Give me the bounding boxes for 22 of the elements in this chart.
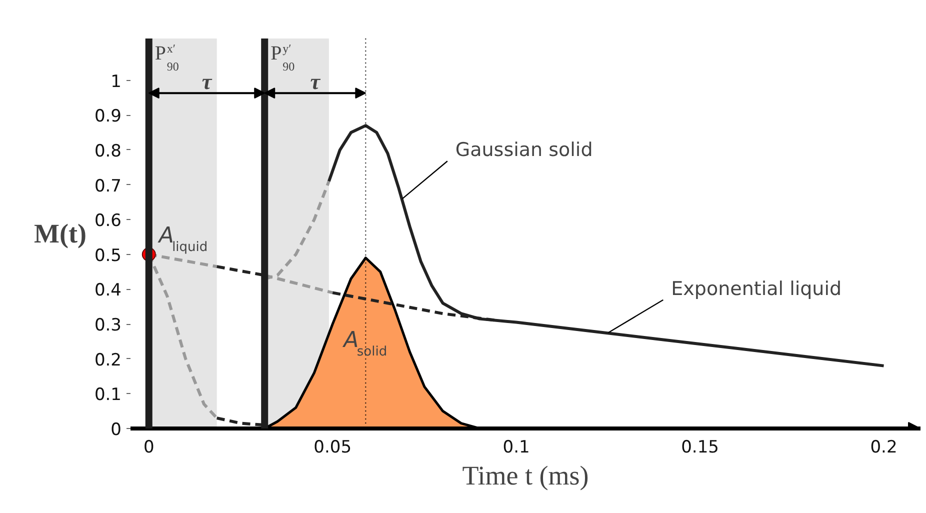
annotation: τ [310,69,322,94]
x-tick-label: 0.1 [502,438,530,458]
x-tick-label: 0.15 [681,438,719,458]
annotation: Exponential liquid [671,278,842,300]
y-tick-label: 0.3 [94,316,122,336]
y-tick-label: 0.9 [94,106,122,127]
y-tick-label: 0.1 [94,385,122,406]
x-tick-label: 0.2 [870,438,898,458]
x-tick-label: 0 [143,438,154,458]
y-tick-label: 0.6 [94,211,122,232]
y-tick-label: 0.2 [94,350,122,370]
annotation: Gaussian solid [455,139,593,162]
y-tick-label: 0.5 [94,246,122,266]
y-tick-label: 0.8 [94,141,122,162]
y-tick-label: 0.7 [94,176,122,196]
y-tick-label: 0 [110,420,122,440]
x-tick-label: 0.05 [314,438,352,458]
y-axis-title: M(t) [34,218,86,248]
annotation: τ [202,69,213,94]
x-axis-title: Time t (ms) [462,460,589,490]
y-tick-label: 0.4 [94,280,122,301]
y-tick-label: 1 [110,72,122,92]
